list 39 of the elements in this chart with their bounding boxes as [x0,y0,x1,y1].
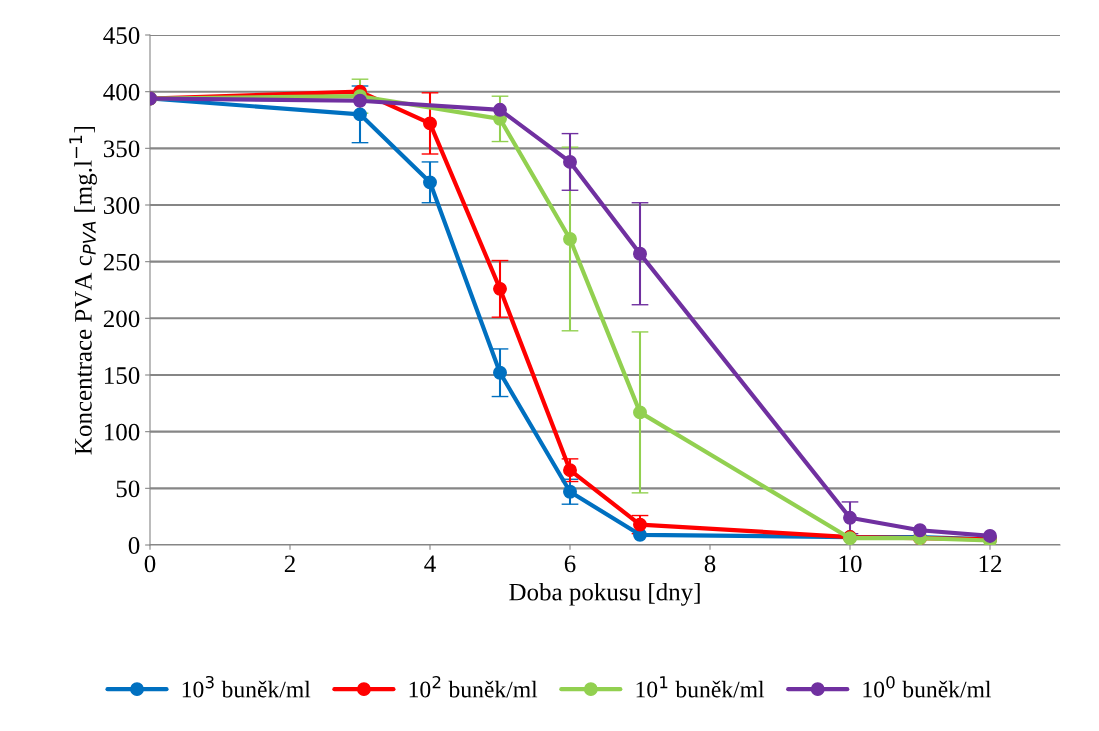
x-tick-label: 6 [564,555,576,573]
y-tick-label: 300 [103,197,140,214]
legend-label: 10$^{3}$ buněk/ml [182,675,311,698]
y-axis-title: Koncentrace PVA c$_{PVA}$ [mg.l$^{−1}$] [69,126,97,455]
point [633,246,647,261]
x-axis-title: Doba pokusu [dny] [509,582,700,606]
y-tick-label: 450 [103,27,140,44]
y-tick-label: 0 [128,537,140,554]
y-tick-label: 50 [116,480,140,498]
y-tick-label: 100 [104,423,140,441]
point [843,510,857,525]
point [563,463,577,478]
y-tick-label: 350 [103,140,140,158]
y-tick-label: 150 [104,367,140,384]
point [633,405,647,420]
legend-label: 10$^{2}$ buněk/ml [409,675,538,698]
point [563,232,577,246]
x-tick-label: 4 [424,555,436,573]
x-tick-label: 2 [284,555,295,573]
x-tick-label: 0 [144,555,156,573]
legend-label: 10$^{0}$ buněk/ml [863,675,992,698]
point [983,528,997,543]
y-tick-label: 250 [103,253,140,271]
x-tick-label: 8 [704,555,716,573]
x-tick-label: 12 [979,555,1002,573]
point [563,154,577,169]
point [913,523,927,538]
point [563,484,577,499]
point [423,175,437,190]
point [493,102,507,117]
y-tick-label: 200 [103,310,140,328]
point [353,93,367,108]
point [353,107,367,122]
y-tick-label: 400 [103,83,140,101]
point [493,365,507,380]
x-tick-label: 10 [839,555,862,573]
legend-label: 10$^{1}$ buněk/ml [636,676,765,698]
point [493,281,507,296]
point [423,116,437,131]
